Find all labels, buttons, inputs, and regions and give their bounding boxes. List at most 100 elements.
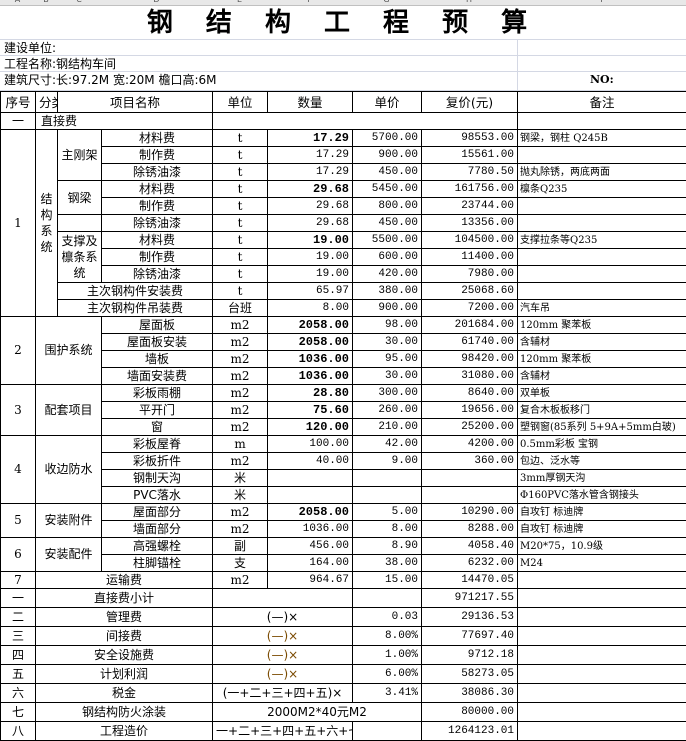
- total-cell: 971217.55: [422, 589, 518, 608]
- total-cell: 8288.00: [422, 521, 518, 538]
- remark-cell: [518, 684, 686, 703]
- qty-cell: 75.60: [268, 402, 353, 419]
- item-cell: 间接费: [36, 627, 213, 646]
- cat-cell: 收边防水: [36, 436, 102, 504]
- qty-cell: 19.00: [268, 249, 353, 266]
- seq-cell: 八: [1, 722, 36, 741]
- remark-cell: 汽车吊: [518, 300, 686, 317]
- remark-cell: [518, 722, 686, 741]
- total-cell: 14470.05: [422, 572, 518, 589]
- item-cell: 材料费: [102, 130, 213, 147]
- seq-cell: 六: [1, 684, 36, 703]
- item-cell: 除锈油漆: [102, 164, 213, 181]
- unit-cell: t: [213, 181, 268, 198]
- item-cell: 材料费: [102, 232, 213, 249]
- rate-cell: 8.00%: [353, 627, 422, 646]
- column-letter: E: [212, 0, 267, 4]
- client-label: 建设单位:: [0, 40, 686, 56]
- formula-cell: 2000M2*40元M2: [213, 703, 422, 722]
- unit-cell: t: [213, 147, 268, 164]
- total-cell: 23744.00: [422, 198, 518, 215]
- formula-cell: (—)×: [213, 646, 353, 665]
- unit-cell: t: [213, 215, 268, 232]
- price-cell: 5500.00: [353, 232, 422, 249]
- total-cell: 360.00: [422, 453, 518, 470]
- unit-cell: m2: [213, 521, 268, 538]
- unit-cell: t: [213, 130, 268, 147]
- column-letter: H: [421, 0, 517, 4]
- qty-cell: 100.00: [268, 436, 353, 453]
- remark-cell: 支撑拉条等Q235: [518, 232, 686, 249]
- unit-cell: t: [213, 249, 268, 266]
- blank-cell: [213, 113, 518, 130]
- total-cell: 80000.00: [422, 703, 518, 722]
- item-cell: 柱脚锚栓: [102, 555, 213, 572]
- formula-cell: (一+二+三+四+五)×: [213, 684, 353, 703]
- total-cell: [422, 487, 518, 504]
- remark-cell: [518, 665, 686, 684]
- remark-cell: [518, 113, 686, 130]
- price-cell: 900.00: [353, 147, 422, 164]
- item-cell: 安全设施费: [36, 646, 213, 665]
- total-cell: 58273.05: [422, 665, 518, 684]
- total-cell: 11400.00: [422, 249, 518, 266]
- seq-cell: 4: [1, 436, 36, 504]
- item-cell: 钢结构防火涂装: [36, 703, 213, 722]
- remark-cell: 0.5mm彩板 宝钢: [518, 436, 686, 453]
- qty-cell: 19.00: [268, 232, 353, 249]
- qty-cell: 456.00: [268, 538, 353, 555]
- formula-cell: (—)×: [213, 608, 353, 627]
- seq-cell: 四: [1, 646, 36, 665]
- total-cell: 9712.18: [422, 646, 518, 665]
- item-cell: 制作费: [102, 249, 213, 266]
- sub-cell: [58, 215, 102, 232]
- price-cell: 8.90: [353, 538, 422, 555]
- unit-cell: m2: [213, 334, 268, 351]
- price-cell: [353, 487, 422, 504]
- formula-cell: (—)×: [213, 665, 353, 684]
- column-header: 备注: [518, 92, 686, 113]
- price-cell: 450.00: [353, 164, 422, 181]
- price-cell: 380.00: [353, 283, 422, 300]
- price-cell: 800.00: [353, 198, 422, 215]
- qty-cell: 28.80: [268, 385, 353, 402]
- table-row: 三间接费(—)×8.00%77697.40: [1, 627, 686, 646]
- unit-cell: t: [213, 283, 268, 300]
- unit-cell: t: [213, 266, 268, 283]
- header-row: 序号分类项目名称单位数量单价复价(元)备注: [1, 92, 686, 113]
- qty-cell: 2058.00: [268, 317, 353, 334]
- unit-cell: m: [213, 436, 268, 453]
- total-cell: 7200.00: [422, 300, 518, 317]
- total-cell: 31080.00: [422, 368, 518, 385]
- item-cell: 制作费: [102, 198, 213, 215]
- total-cell: 10290.00: [422, 504, 518, 521]
- qty-cell: 964.67: [268, 572, 353, 589]
- column-header: 单位: [213, 92, 268, 113]
- rate-cell: 1.00%: [353, 646, 422, 665]
- cat-cell: 安装配件: [36, 538, 102, 572]
- building-size-text: 建筑尺寸:长:97.2M 宽:20M 檐口高:6M: [4, 73, 217, 87]
- qty-cell: 2058.00: [268, 504, 353, 521]
- cat-cell: 围护系统: [36, 317, 102, 385]
- number-label: NO:: [590, 72, 614, 88]
- column-letter: A: [0, 0, 35, 4]
- qty-cell: 19.00: [268, 266, 353, 283]
- column-letter: B: [35, 0, 57, 4]
- item-cell: 彩板折件: [102, 453, 213, 470]
- table-row: 四安全设施费(—)×1.00%9712.18: [1, 646, 686, 665]
- unit-cell: m2: [213, 419, 268, 436]
- total-cell: [422, 470, 518, 487]
- seq-cell: 2: [1, 317, 36, 385]
